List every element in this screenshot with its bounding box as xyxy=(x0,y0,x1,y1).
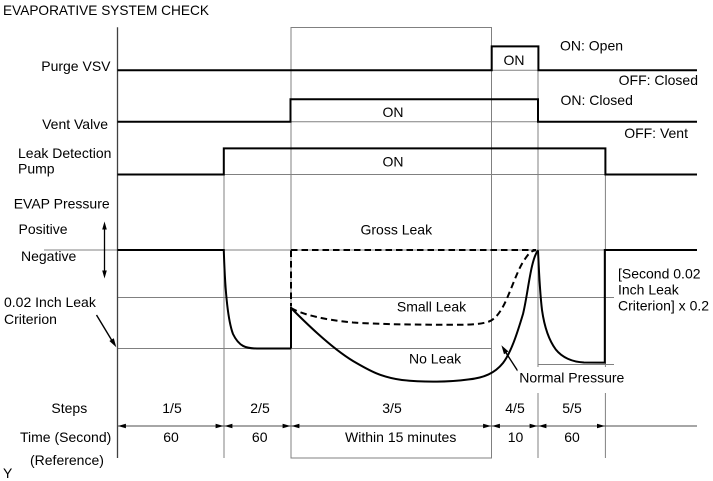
svg-text:ON: ON xyxy=(504,52,525,68)
svg-text:EVAP Pressure: EVAP Pressure xyxy=(14,196,110,212)
svg-text:(Reference): (Reference) xyxy=(30,452,104,468)
svg-text:Inch Leak: Inch Leak xyxy=(618,282,680,298)
svg-text:Pump: Pump xyxy=(18,161,55,177)
svg-text:Normal Pressure: Normal Pressure xyxy=(519,370,624,386)
svg-text:0.02 Inch Leak: 0.02 Inch Leak xyxy=(4,294,97,310)
svg-text:Negative: Negative xyxy=(21,248,76,264)
svg-text:Steps: Steps xyxy=(51,400,87,416)
svg-text:60: 60 xyxy=(564,429,580,445)
svg-text:Purge VSV: Purge VSV xyxy=(41,58,111,74)
svg-text:4/5: 4/5 xyxy=(505,400,525,416)
svg-text:ON: Closed: ON: Closed xyxy=(561,92,633,108)
svg-text:5/5: 5/5 xyxy=(562,400,582,416)
svg-text:1/5: 1/5 xyxy=(162,400,182,416)
svg-text:10: 10 xyxy=(508,429,524,445)
svg-text:Vent Valve: Vent Valve xyxy=(42,116,108,132)
svg-text:No Leak: No Leak xyxy=(409,351,462,367)
svg-text:60: 60 xyxy=(163,429,179,445)
svg-text:Y: Y xyxy=(3,465,13,481)
svg-text:Criterion: Criterion xyxy=(4,311,57,327)
svg-text:OFF: Closed: OFF: Closed xyxy=(619,72,698,88)
svg-text:Time (Second): Time (Second) xyxy=(20,429,111,445)
svg-text:ON: ON xyxy=(383,104,404,120)
svg-text:ON: Open: ON: Open xyxy=(560,38,623,54)
svg-text:Small Leak: Small Leak xyxy=(397,298,467,314)
svg-text:3/5: 3/5 xyxy=(382,400,402,416)
svg-text:EVAPORATIVE SYSTEM CHECK: EVAPORATIVE SYSTEM CHECK xyxy=(3,2,210,18)
svg-text:OFF: Vent: OFF: Vent xyxy=(624,125,688,141)
svg-text:Within 15 minutes: Within 15 minutes xyxy=(345,429,456,445)
svg-text:60: 60 xyxy=(252,429,268,445)
svg-text:Gross Leak: Gross Leak xyxy=(361,222,434,238)
svg-text:Criterion] x 0.2: Criterion] x 0.2 xyxy=(618,298,709,314)
svg-text:Positive: Positive xyxy=(19,221,68,237)
svg-text:ON: ON xyxy=(383,154,404,170)
svg-text:[Second 0.02: [Second 0.02 xyxy=(618,266,701,282)
svg-text:2/5: 2/5 xyxy=(250,400,270,416)
svg-text:Leak Detection: Leak Detection xyxy=(18,145,111,161)
